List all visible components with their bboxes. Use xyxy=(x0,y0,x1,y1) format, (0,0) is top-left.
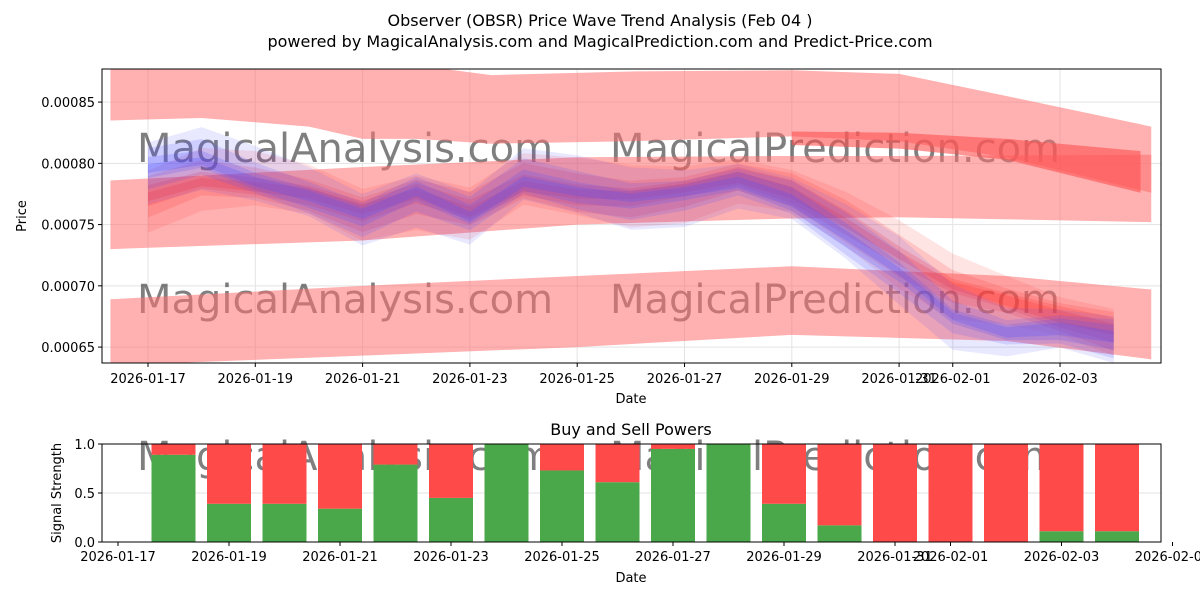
x-tick-label: 2026-01-17 xyxy=(110,372,186,387)
buy-bar xyxy=(595,482,640,542)
sell-bar xyxy=(928,444,973,542)
x-tick-label: 2026-02-01 xyxy=(915,372,991,387)
sell-bar xyxy=(429,444,473,498)
price-chart: 2026-01-17 2026-01-19 2026-01-21 2026-01-23… xyxy=(41,68,1162,387)
x-tick-label: 2026-01-21 xyxy=(325,372,401,387)
y-tick-label: 0.00070 xyxy=(41,280,95,295)
bottom-y-axis-label: Signal Strength xyxy=(50,443,65,543)
x-tick-label: 2026-01-23 xyxy=(432,372,508,387)
plot-frame xyxy=(101,443,1162,543)
sell-bar xyxy=(262,444,307,504)
x-tick-label: 2026-01-19 xyxy=(218,372,294,387)
x-tick-label: 2026-02-03 xyxy=(1022,372,1098,387)
sell-bar xyxy=(318,444,362,509)
band-trend-wave xyxy=(791,131,1141,193)
bottom-chart-title: Buy and Sell Powers xyxy=(550,420,712,439)
buy-bar xyxy=(1095,531,1139,542)
chart-title: Observer (OBSR) Price Wave Trend Analysi… xyxy=(388,11,813,30)
chart-subtitle: powered by MagicalAnalysis.com and Magic… xyxy=(267,32,932,51)
x-tick-label: 2026-01-23 xyxy=(413,550,489,565)
y-tick-label: 0.00075 xyxy=(41,219,95,234)
buy-bar xyxy=(373,464,418,542)
x-tick-label: 2026-01-27 xyxy=(635,550,711,565)
sell-bar xyxy=(651,444,695,449)
buy-bar xyxy=(1039,531,1084,542)
buy-bar xyxy=(429,497,473,542)
signal-chart: 0.00.51.0MagicalAnalysis.comMagicalPredi… xyxy=(74,434,1200,565)
sell-bar xyxy=(207,444,251,504)
x-tick-label: 2026-01-31 xyxy=(861,372,937,387)
sell-bar xyxy=(817,444,862,526)
series-band-price-blue xyxy=(148,139,1114,359)
band-lower-wave xyxy=(110,266,1152,363)
sell-bar xyxy=(1095,444,1139,532)
buy-bar xyxy=(762,503,806,542)
top-x-axis-label: Date xyxy=(615,392,646,407)
x-tick-label: 2026-01-29 xyxy=(754,372,830,387)
series-band-price-red xyxy=(148,147,1114,356)
x-tick-label: 2026-01-29 xyxy=(746,550,822,565)
y-tick-label: 0.00080 xyxy=(41,157,95,172)
x-tick-label: 2026-01-31 xyxy=(857,550,933,565)
plot-content: MagicalAnalysis.com MagicalPrediction.com… xyxy=(110,69,1152,363)
y-tick-label: 0.0 xyxy=(74,536,95,551)
plot-frame xyxy=(101,68,1162,364)
sell-bar xyxy=(762,444,806,504)
x-tick-label: 2026-02-03 xyxy=(1024,550,1100,565)
y-tick-label: 0.5 xyxy=(74,487,95,502)
sell-bar xyxy=(984,444,1028,542)
x-tick-label: 2026-01-25 xyxy=(539,372,615,387)
x-tick-label: 2026-01-21 xyxy=(302,550,378,565)
buy-bar xyxy=(651,448,695,542)
series-band-price-blue xyxy=(148,150,1114,350)
x-tick-label: 2026-01-19 xyxy=(191,550,267,565)
sell-bar xyxy=(873,444,917,542)
buy-bar xyxy=(318,508,362,542)
sell-bar xyxy=(1039,444,1084,532)
band-middle-wave xyxy=(110,154,1152,250)
series-band-price-red xyxy=(148,166,1114,343)
sell-bar xyxy=(540,444,584,471)
y-tick-label: 0.00065 xyxy=(41,341,95,356)
series-band-price-red xyxy=(148,159,1114,351)
top-y-axis-label: Price xyxy=(15,200,30,232)
buy-bar xyxy=(207,503,251,542)
series-band-price-blue xyxy=(148,127,1114,363)
buy-bar xyxy=(262,503,307,542)
sell-bar xyxy=(595,444,640,483)
y-tick-label: 0.00085 xyxy=(41,96,95,111)
x-tick-label: 2026-01-17 xyxy=(80,550,156,565)
buy-bar xyxy=(151,454,196,542)
band-upper-wave xyxy=(110,69,1152,193)
buy-bar xyxy=(484,444,529,542)
x-tick-label: 2026-02-05 xyxy=(1135,550,1200,565)
sell-bar xyxy=(373,444,418,465)
series-band-price-blue xyxy=(148,157,1114,343)
bottom-x-axis-label: Date xyxy=(615,571,646,586)
buy-bar xyxy=(706,444,751,542)
x-tick-label: 2026-01-25 xyxy=(524,550,600,565)
buy-bar xyxy=(817,525,862,542)
buy-bar xyxy=(540,470,584,542)
sell-bar xyxy=(151,444,196,455)
x-tick-label: 2026-01-27 xyxy=(647,372,723,387)
y-tick-label: 1.0 xyxy=(74,438,95,453)
series-band-price-red xyxy=(148,171,1114,336)
x-tick-label: 2026-02-01 xyxy=(913,550,989,565)
